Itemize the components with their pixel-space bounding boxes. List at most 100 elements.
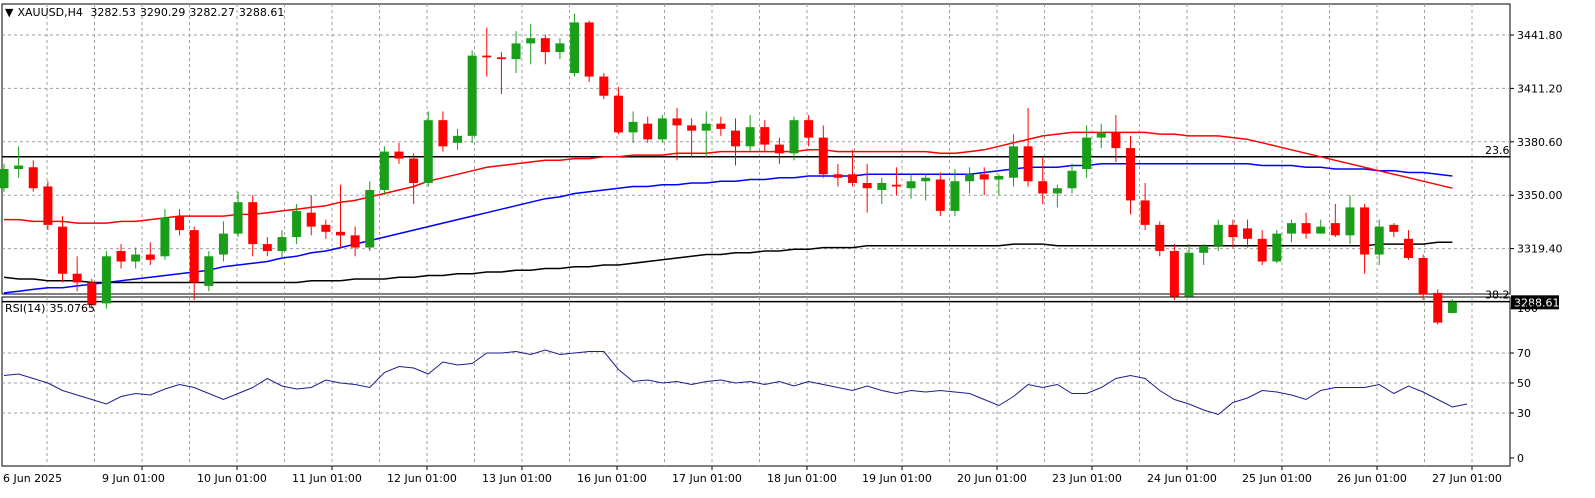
bull-candle [233,202,243,234]
dropdown-triangle-icon[interactable]: ▼ [5,6,14,19]
bear-candle [613,95,623,133]
time-tick-label: 20 Jun 01:00 [957,472,1027,485]
bull-candle [453,135,463,143]
bear-candle [1301,223,1311,234]
price-tick-label: 3411.20 [1517,82,1563,95]
bull-candle [1067,170,1077,189]
bull-candle [1345,207,1355,236]
bear-candle [394,151,404,159]
bear-candle [1433,292,1443,323]
close-value: 3288.61 [238,6,285,19]
bear-candle [28,167,38,189]
bull-candle [1052,188,1062,194]
bear-candle [1330,223,1340,236]
bull-candle [365,189,375,248]
bear-candle [321,224,331,232]
ma-fast-line [4,131,1453,224]
axis-layer: 3441.80 3411.20 3380.60 3350.00 3319.40 3288.… [3,29,1563,485]
bear-candle [687,125,697,131]
bear-candle [716,123,726,129]
time-tick-label: 25 Jun 01:00 [1242,472,1312,485]
bull-candle [1447,302,1457,313]
ma-slow-line [3,241,1453,284]
bear-candle [248,202,258,245]
bear-candle [1228,224,1238,238]
low-value: 3282.27 [189,6,235,19]
bear-candle [1403,238,1413,259]
bear-candle [979,174,989,180]
bull-candle [1184,252,1194,297]
bear-candle [1023,146,1033,182]
time-tick-label: 9 Jun 01:00 [102,472,165,485]
bull-candle [379,151,389,190]
rsi-panel[interactable] [3,349,1468,416]
price-panel[interactable]: 23.6 38.2 [0,13,1510,325]
bear-candle [58,226,68,274]
price-tick-label: 3350.00 [1517,189,1563,202]
bull-candle [789,120,799,154]
bull-candle [555,43,565,53]
bear-candle [1243,228,1253,239]
rsi-header: RSI(14) 35.0765 [5,302,99,315]
bull-candle [14,165,24,170]
bull-candle [1008,146,1018,178]
bull-candle [745,127,755,147]
bull-candle [277,237,287,252]
bear-candle [262,244,272,252]
chart-header: ▼ XAUUSD,H4 3282.53 3290.29 3282.27 3288.61 [5,6,288,19]
bull-candle [160,217,170,257]
time-tick-label: 23 Jun 01:00 [1052,472,1122,485]
bear-candle [833,174,843,178]
bull-candle [1213,224,1223,246]
rsi-line [3,349,1468,416]
price-tick-label: 3319.40 [1517,243,1563,256]
time-tick-label: 13 Jun 01:00 [482,472,552,485]
bear-candle [862,182,872,189]
bear-candle [1169,251,1179,297]
time-tick-label: 17 Jun 01:00 [672,472,742,485]
bear-candle [848,174,858,183]
bear-candle [306,212,316,227]
rsi-tick-label: 70 [1517,347,1531,360]
bear-candle [1140,200,1150,225]
bear-candle [1155,224,1165,252]
time-tick-label: 6 Jun 2025 [3,472,62,485]
grid-layer [1,3,1511,467]
ma-mid-line [3,163,1453,294]
bear-candle [774,144,784,154]
symbol-label: XAUUSD,H4 [17,6,83,19]
bear-candle [1418,258,1428,295]
time-tick-label: 12 Jun 01:00 [387,472,457,485]
bear-candle [350,235,360,248]
bull-candle [877,182,887,190]
bull-candle [101,256,111,304]
bear-candle [1111,132,1121,149]
bear-candle [1257,238,1267,262]
time-tick-label: 16 Jun 01:00 [577,472,647,485]
rsi-tick-label: 30 [1517,407,1531,420]
bear-candle [1360,207,1370,255]
rsi-panel-frame [1,296,1511,467]
bull-candle [131,254,141,262]
bull-candle [467,55,477,136]
rsi-label: RSI(14) [5,302,46,315]
price-panel-frame [1,3,1511,295]
time-tick-label: 18 Jun 01:00 [767,472,837,485]
bear-candle [672,118,682,126]
bear-candle [145,254,155,260]
bear-candle [540,38,550,53]
price-tick-label: 3380.60 [1517,136,1563,149]
bull-candle [1316,226,1326,234]
bull-candle [218,233,228,255]
bear-candle [335,231,345,236]
price-tick-label: 3441.80 [1517,29,1563,42]
time-tick-label: 11 Jun 01:00 [292,472,362,485]
rsi-tick-label: 50 [1517,377,1531,390]
bear-candle [643,123,653,140]
bear-candle [804,120,814,138]
bear-candle [584,22,594,77]
bull-candle [701,123,711,131]
bear-candle [482,55,492,58]
bear-candle [1038,181,1048,194]
